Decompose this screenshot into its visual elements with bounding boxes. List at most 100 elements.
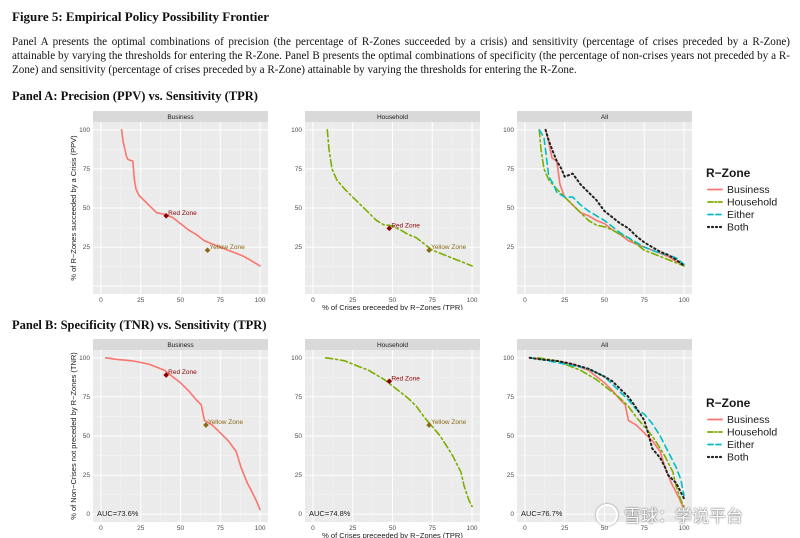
x-tick-label: 75 <box>641 297 649 304</box>
y-tick-label: 25 <box>83 472 91 479</box>
series-line-both <box>528 356 685 500</box>
series-line-business <box>120 129 261 267</box>
x-tick-label: 50 <box>177 525 185 532</box>
panel-a-chart: Business 0 25 50 75 100 25 50 75 100 Red Zone Yello… <box>69 111 777 310</box>
y-axis-title: % of R−Zones succeeded by a Crisis (PPV) <box>69 135 78 281</box>
series-line-household <box>326 129 473 267</box>
x-tick-label: 25 <box>349 525 357 532</box>
x-tick-label: 75 <box>217 525 225 532</box>
y-tick-label: 50 <box>295 433 303 440</box>
red-zone-label: Red Zone <box>168 210 197 217</box>
facet-a-all: All 0 25 50 75 100 25 50 75 100 <box>503 111 692 304</box>
yellow-zone-marker <box>203 422 209 428</box>
y-tick-label: 100 <box>291 355 302 362</box>
facet-strip-label: Household <box>377 342 408 349</box>
red-zone-marker <box>163 213 169 219</box>
figure-caption: Panel A presents the optimal combination… <box>12 36 790 76</box>
series-line-both <box>544 128 685 267</box>
x-tick-label: 25 <box>137 297 145 304</box>
watermark: 雪球：学说平台 <box>596 502 743 527</box>
y-tick-label: 25 <box>83 244 91 251</box>
yellow-zone-label: Yellow Zone <box>431 419 467 426</box>
y-tick-label: 50 <box>507 433 515 440</box>
y-axis-title: % of Non−Crises not preceded by R−Zones … <box>69 352 78 520</box>
y-tick-label: 0 <box>86 511 90 518</box>
facet-a-household: Household 0 25 50 75 100 25 50 75 100 Red Zone Yell… <box>291 111 480 304</box>
x-tick-label: 100 <box>467 525 478 532</box>
legend-entry-household: Household <box>727 427 777 439</box>
legend-entry-both: Both <box>727 452 749 464</box>
x-tick-label: 0 <box>311 525 315 532</box>
x-tick-label: 0 <box>523 297 527 304</box>
x-tick-label: 100 <box>679 525 690 532</box>
panel-a-title: Panel A: Precision (PPV) vs. Sensitivity… <box>12 89 258 103</box>
yellow-zone-label: Yellow Zone <box>208 419 244 426</box>
series-line-household <box>538 129 685 267</box>
x-tick-label: 50 <box>389 297 397 304</box>
legend-entry-both: Both <box>727 222 749 234</box>
y-tick-label: 0 <box>298 511 302 518</box>
series-line-business <box>104 357 261 511</box>
x-tick-label: 75 <box>641 525 649 532</box>
yellow-zone-marker <box>204 247 211 254</box>
x-axis-title: % of Crises preceeded by R−Zones (TPR) <box>322 531 463 538</box>
y-tick-label: 50 <box>507 205 515 212</box>
y-tick-label: 75 <box>295 166 303 173</box>
legend-title: R−Zone <box>706 396 751 410</box>
y-tick-label: 100 <box>79 355 90 362</box>
x-tick-label: 25 <box>561 297 569 304</box>
facet-strip-label: Household <box>377 114 408 121</box>
y-tick-label: 50 <box>83 433 91 440</box>
x-tick-label: 100 <box>679 297 690 304</box>
auc-label: AUC=73.6% <box>97 509 139 518</box>
x-tick-label: 0 <box>311 297 315 304</box>
x-tick-label: 100 <box>255 297 266 304</box>
panel-b-chart: Business 0 25 50 75 100 0 25 50 75 100 Red Zone Yell… <box>69 339 777 538</box>
y-tick-label: 75 <box>507 166 515 173</box>
legend-title: R−Zone <box>706 166 751 180</box>
watermark-text: 雪球：学说平台 <box>624 507 743 527</box>
figure-title: Figure 5: Empirical Policy Possibility F… <box>12 9 269 24</box>
facet-strip <box>517 339 692 350</box>
facet-strip <box>517 111 692 122</box>
legend-entry-business: Business <box>727 184 770 196</box>
facet-b-all: All 0 25 50 75 100 0 25 50 75 100 AUC=76.7% <box>503 339 692 532</box>
y-tick-label: 75 <box>83 166 91 173</box>
x-tick-label: 75 <box>429 297 437 304</box>
x-tick-label: 25 <box>561 525 569 532</box>
legend-entry-either: Either <box>727 209 755 221</box>
series-line-either <box>528 357 685 497</box>
y-tick-label: 25 <box>507 472 515 479</box>
y-tick-label: 100 <box>503 355 514 362</box>
auc-label: AUC=76.7% <box>521 509 563 518</box>
y-tick-label: 25 <box>295 472 303 479</box>
facet-strip-label: Business <box>167 342 194 349</box>
red-zone-marker <box>386 225 393 232</box>
y-tick-label: 0 <box>510 511 514 518</box>
red-zone-label: Red Zone <box>391 222 420 229</box>
x-tick-label: 50 <box>177 297 185 304</box>
facet-strip-label: Business <box>167 114 194 121</box>
x-tick-label: 25 <box>349 297 357 304</box>
x-tick-label: 100 <box>255 525 266 532</box>
series-line-either <box>538 129 685 266</box>
x-tick-label: 100 <box>467 297 478 304</box>
facet-strip-label: All <box>601 114 609 121</box>
yellow-zone-marker <box>426 247 432 254</box>
y-tick-label: 75 <box>507 394 515 401</box>
facet-strip <box>305 339 480 350</box>
x-tick-label: 0 <box>523 525 527 532</box>
series-line-household <box>324 357 473 508</box>
panel-b-title: Panel B: Specificity (TNR) vs. Sensitivi… <box>12 318 267 332</box>
y-tick-label: 25 <box>295 244 303 251</box>
x-tick-label: 50 <box>601 297 609 304</box>
x-axis-title: % of Crises preceeded by R−Zones (TPR) <box>322 303 463 310</box>
legend-entry-either: Either <box>727 439 755 451</box>
facet-b-business: Business 0 25 50 75 100 0 25 50 75 100 Red Zone Yell… <box>79 339 268 532</box>
facet-a-business: Business 0 25 50 75 100 25 50 75 100 Red Zone Yello… <box>79 111 268 304</box>
y-tick-label: 75 <box>83 394 91 401</box>
facet-strip <box>93 111 268 122</box>
y-tick-label: 100 <box>79 127 90 134</box>
